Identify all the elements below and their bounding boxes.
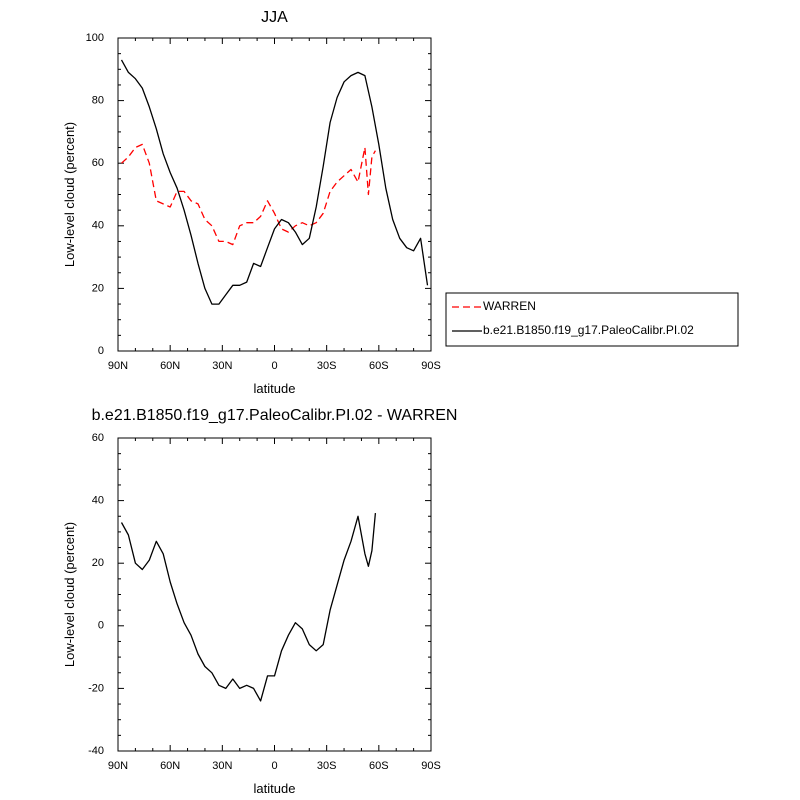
top-x-axis-label: latitude	[254, 381, 296, 396]
top-y-tick-label: 80	[92, 95, 104, 107]
top-y-tick-label: 100	[86, 32, 104, 44]
top-y-tick-label: 0	[98, 345, 104, 357]
bottom-y-tick-label: -40	[88, 745, 104, 757]
top-x-tick-label: 0	[271, 360, 277, 372]
top-y-tick-label: 20	[92, 282, 104, 294]
top-y-axis-label: Low-level cloud (percent)	[62, 122, 77, 267]
bottom-panel: b.e21.B1850.f19_g17.PaleoCalibr.PI.02 - …	[62, 407, 457, 796]
bottom-y-tick-label: 60	[92, 432, 104, 444]
bottom-x-tick-label: 60S	[369, 760, 389, 772]
bottom-chart-title: b.e21.B1850.f19_g17.PaleoCalibr.PI.02 - …	[92, 407, 458, 424]
bottom-series-line-0	[120, 513, 377, 702]
top-x-tick-label: 60S	[369, 360, 389, 372]
top-x-tick-label: 90N	[108, 360, 128, 372]
bottom-y-tick-label: 40	[92, 495, 104, 507]
legend-label-0: WARREN	[483, 299, 536, 313]
top-x-tick-label: 90S	[421, 360, 441, 372]
top-x-tick-label: 60N	[160, 360, 180, 372]
legend-label-1: b.e21.B1850.f19_g17.PaleoCalibr.PI.02	[483, 323, 694, 337]
bottom-x-tick-label: 90N	[108, 760, 128, 772]
top-series-line-1	[120, 59, 429, 305]
top-panel: JJA 90N 60N 30N 0 30S 60S 90S 0 20 40 60 80 100 latitu…	[62, 9, 739, 396]
top-y-tick-label: 60	[92, 157, 104, 169]
top-series-line-0	[121, 143, 376, 246]
top-x-tick-label: 30N	[212, 360, 232, 372]
bottom-y-tick-label: -20	[88, 682, 104, 694]
bottom-x-tick-label: 60N	[160, 760, 180, 772]
bottom-y-tick-label: 20	[92, 557, 104, 569]
top-x-tick-label: 30S	[317, 360, 337, 372]
top-chart-title: JJA	[261, 9, 288, 26]
bottom-x-tick-label: 30S	[317, 760, 337, 772]
bottom-y-axis-label: Low-level cloud (percent)	[62, 522, 77, 667]
legend-box	[445, 292, 739, 347]
bottom-x-tick-label: 30N	[212, 760, 232, 772]
bottom-x-axis-label: latitude	[254, 781, 296, 796]
top-plot-frame	[117, 37, 432, 352]
bottom-plot-frame	[117, 437, 432, 752]
bottom-y-tick-label: 0	[98, 620, 104, 632]
bottom-x-tick-label: 90S	[421, 760, 441, 772]
top-y-tick-label: 40	[92, 220, 104, 232]
bottom-x-tick-label: 0	[271, 760, 277, 772]
